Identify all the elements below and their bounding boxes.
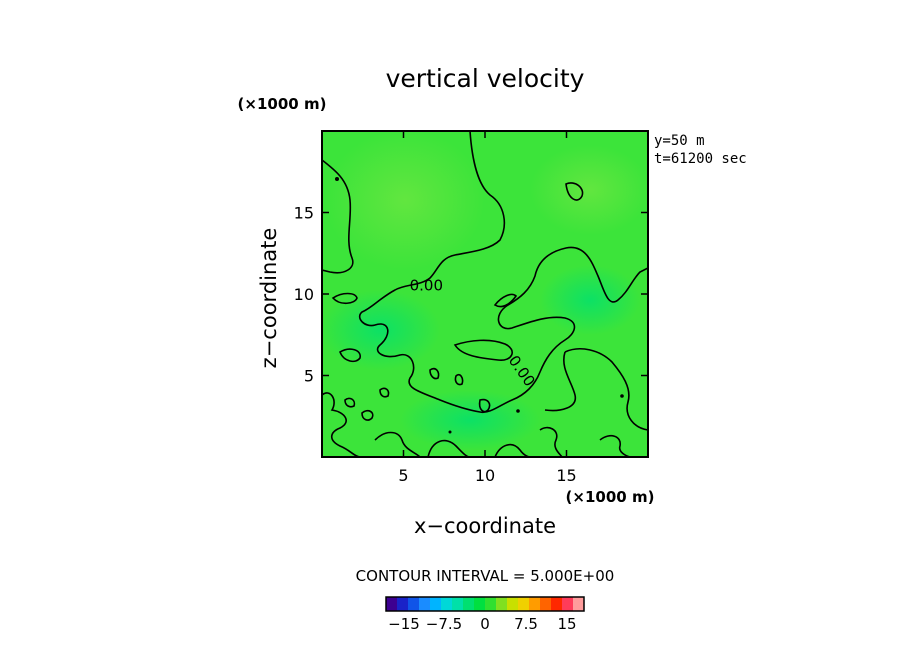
colorbar-tick-label: −15 <box>388 615 420 633</box>
contour-line <box>493 293 518 308</box>
contour-point <box>335 177 339 181</box>
heatmap-highlight <box>400 390 540 450</box>
contour-line <box>427 439 471 457</box>
x-tick-label: 10 <box>475 466 495 485</box>
colorbar-swatch <box>419 597 431 611</box>
plot-area <box>322 131 648 457</box>
contour-line <box>344 397 356 408</box>
info-line-location: y=50 m <box>654 133 705 149</box>
colorbar-tick-label: 7.5 <box>514 615 538 633</box>
contour-line <box>339 348 361 363</box>
colorbar-swatch <box>573 597 585 611</box>
contour-line <box>429 367 440 380</box>
colorbar <box>385 596 585 612</box>
contour-line <box>374 431 421 457</box>
x-tick-label: 15 <box>556 466 576 485</box>
contour-line <box>564 348 648 431</box>
colorbar-tick-labels: −15 −7.5 0 7.5 15 <box>388 615 576 633</box>
contour-line <box>478 398 491 413</box>
contour-lines <box>322 131 648 457</box>
colorbar-swatch <box>441 597 453 611</box>
colorbar-swatch <box>485 597 497 611</box>
colorbar-swatch <box>430 597 442 611</box>
contour-interval-label: CONTOUR INTERVAL = 5.000E+00 <box>356 567 615 585</box>
colorbar-swatch <box>529 597 541 611</box>
y-axis-label: z−coordinate <box>257 228 281 369</box>
y-tick-label: 10 <box>294 285 314 304</box>
info-line-time: t=61200 sec <box>654 151 747 167</box>
x-axis-tick-labels: 5 10 15 <box>398 466 576 485</box>
heatmap-highlight <box>540 265 640 335</box>
contour-line <box>454 373 464 386</box>
contour-label: 0.00 <box>410 277 443 295</box>
contour-line <box>361 410 374 421</box>
colorbar-swatch <box>463 597 475 611</box>
y-unit-label: (×1000 m) <box>238 95 327 113</box>
colorbar-swatch <box>452 597 464 611</box>
contour-line <box>544 351 576 412</box>
contour-line <box>599 434 631 457</box>
colorbar-swatch <box>551 597 563 611</box>
contour-line <box>358 131 648 414</box>
chart-title: vertical velocity <box>386 64 585 93</box>
heatmap-highlight <box>530 145 648 235</box>
x-axis-label: x−coordinate <box>414 514 556 538</box>
contour-line <box>322 159 354 274</box>
contour-point <box>620 394 624 398</box>
x-axis-ticks <box>402 131 568 457</box>
contour-point <box>448 430 452 434</box>
heatmap-highlight <box>322 290 440 370</box>
contour-line <box>379 387 390 398</box>
y-axis-tick-labels: 5 10 15 <box>294 204 314 386</box>
colorbar-tick-label: 15 <box>557 615 576 633</box>
colorbar-swatch <box>474 597 486 611</box>
contour-line <box>565 182 584 201</box>
contour-point <box>516 409 520 413</box>
colorbar-frame <box>385 596 585 612</box>
contour-line <box>331 292 358 305</box>
colorbar-swatch <box>496 597 508 611</box>
colorbar-swatch <box>507 597 519 611</box>
contour-line <box>453 339 513 361</box>
colorbar-swatch <box>562 597 574 611</box>
y-tick-label: 5 <box>304 367 314 386</box>
contour-line <box>539 426 563 457</box>
colorbar-tick-label: −7.5 <box>426 615 462 633</box>
colorbar-swatch <box>540 597 552 611</box>
colorbar-swatch <box>386 597 398 611</box>
y-axis-ticks <box>322 211 648 377</box>
colorbar-swatch <box>518 597 530 611</box>
contour-line <box>322 392 361 457</box>
y-tick-label: 15 <box>294 204 314 223</box>
colorbar-swatch <box>397 597 409 611</box>
colorbar-tick-label: 0 <box>480 615 490 633</box>
heatmap-highlight <box>325 131 485 270</box>
x-unit-label: (×1000 m) <box>566 488 655 506</box>
colorbar-swatch <box>408 597 420 611</box>
x-tick-label: 5 <box>398 466 408 485</box>
